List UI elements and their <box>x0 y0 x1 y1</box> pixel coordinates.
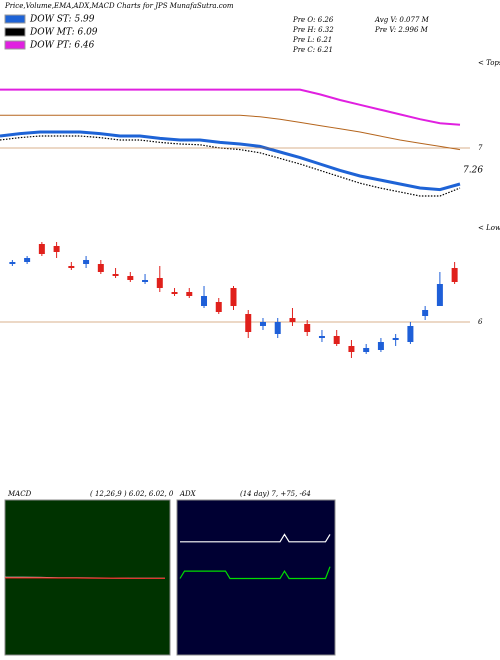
stat: Pre L: 6.21 <box>292 36 332 44</box>
candle-body <box>127 276 134 280</box>
candle-body <box>38 244 45 254</box>
stat: Pre H: 6.32 <box>292 26 334 34</box>
series-line <box>0 88 461 126</box>
candle-body <box>201 296 208 306</box>
annotation: < Tops <box>478 59 500 67</box>
candle-body <box>83 260 90 264</box>
legend-swatch <box>4 14 26 24</box>
candle-body <box>230 288 237 306</box>
candle-body <box>348 346 355 352</box>
candle-body <box>333 336 340 344</box>
candle-body <box>436 284 443 306</box>
candle-body <box>24 258 31 262</box>
stat: Avg V: 0.077 M <box>374 16 430 24</box>
candle-body <box>259 322 266 326</box>
candle-body <box>274 322 281 334</box>
price-line-label: 6 <box>478 318 483 326</box>
annotation: < Lows <box>478 224 500 232</box>
candle-body <box>171 292 178 294</box>
series-line <box>0 114 461 151</box>
candle-body <box>215 302 222 312</box>
candle-body <box>407 326 414 342</box>
panel-title: ADX <box>179 490 197 498</box>
candle-body <box>363 348 370 352</box>
series-line <box>179 566 331 580</box>
candle-body <box>112 274 119 276</box>
stat: Pre V: 2.996 M <box>374 26 429 34</box>
candle-body <box>304 324 311 332</box>
adx-panel <box>176 499 336 656</box>
candle-body <box>289 318 296 322</box>
legend-label: DOW ST: 5.99 <box>29 15 95 25</box>
price-line-label: 7 <box>478 144 483 152</box>
candle-body <box>245 314 252 332</box>
annotation: 7.26 <box>463 166 483 176</box>
series-line <box>180 533 331 543</box>
candle-body <box>392 338 399 340</box>
candle-body <box>142 280 149 282</box>
candle-body <box>186 292 193 296</box>
candle-body <box>97 264 104 272</box>
stat: Pre C: 6.21 <box>292 46 333 54</box>
candle-body <box>318 336 325 338</box>
candle-body <box>156 278 163 288</box>
panel-subtitle: (14 day) 7, +75, -64 <box>240 490 311 498</box>
candle-body <box>451 268 458 282</box>
candle-body <box>422 310 429 316</box>
candle-body <box>9 262 16 264</box>
candle-body <box>377 342 384 350</box>
panel-title: MACD <box>7 490 32 498</box>
legend-label: DOW MT: 6.09 <box>29 28 98 38</box>
panel-subtitle: ( 12,26,9 ) 6.02, 6.02, 0 <box>90 490 174 498</box>
chart-title: Price,Volume,EMA,ADX,MACD Charts for JPS… <box>4 2 234 10</box>
series-line <box>0 135 461 197</box>
series-line <box>0 121 461 209</box>
legend-label: DOW PT: 6.46 <box>29 41 95 51</box>
series-line <box>0 130 461 192</box>
legend-swatch <box>4 40 26 50</box>
candle-body <box>53 246 60 252</box>
stat: Pre O: 6.26 <box>292 16 334 24</box>
candle-body <box>68 266 75 268</box>
legend-swatch <box>4 27 26 37</box>
